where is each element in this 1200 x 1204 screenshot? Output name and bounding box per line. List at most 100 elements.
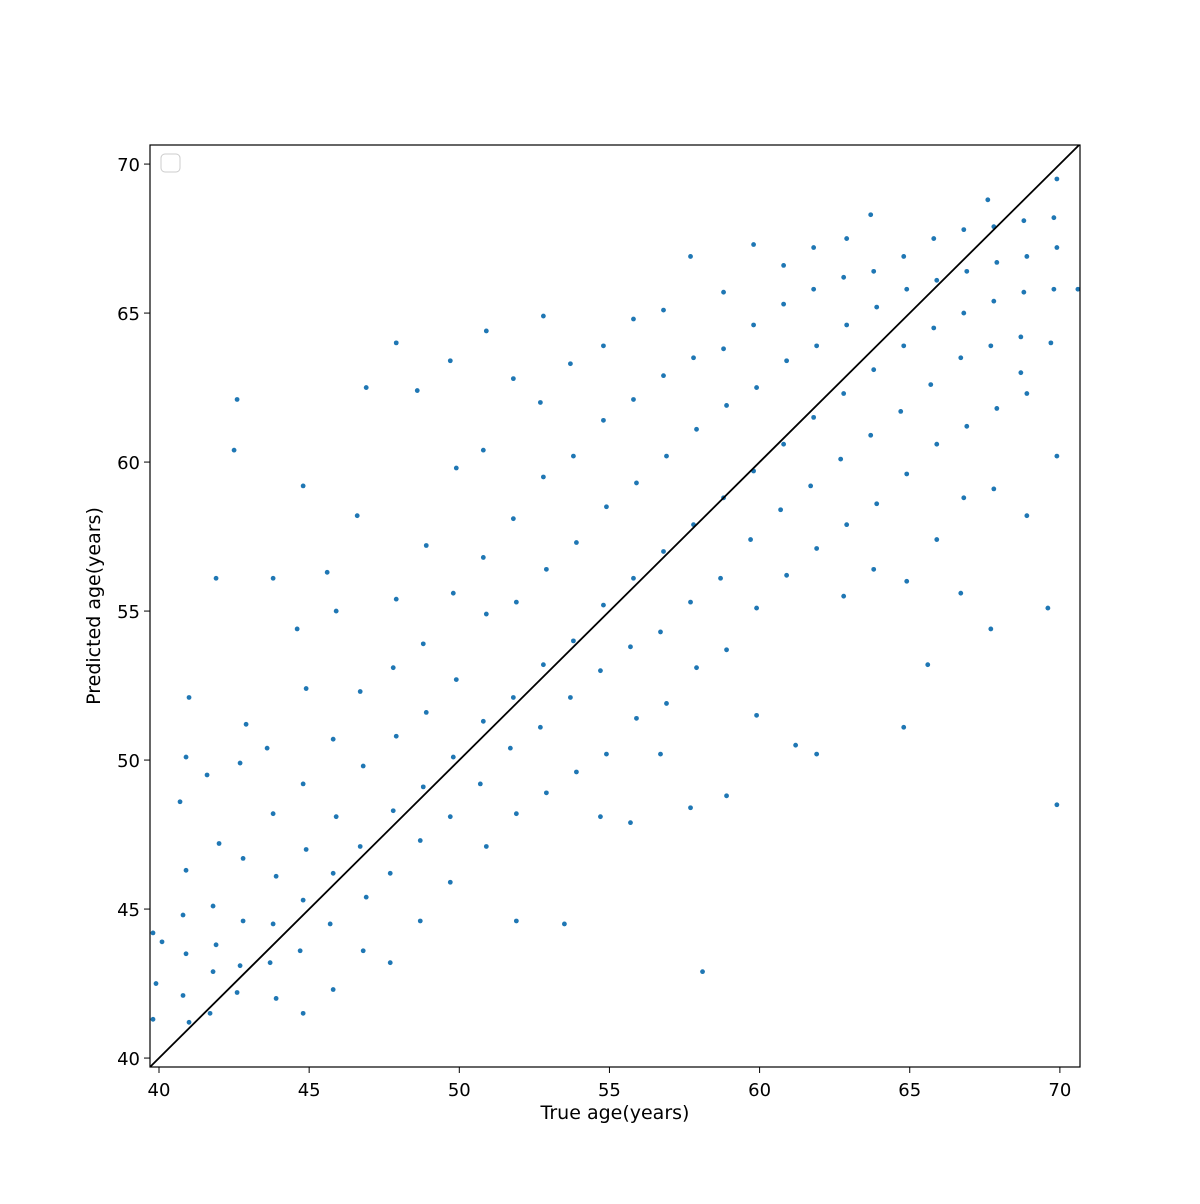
point xyxy=(994,260,1000,265)
point xyxy=(186,695,192,700)
point xyxy=(901,724,907,730)
point xyxy=(898,409,904,414)
y-tick-label: 65 xyxy=(117,304,140,325)
point xyxy=(270,575,276,581)
point xyxy=(814,343,820,349)
point xyxy=(688,599,693,605)
point xyxy=(213,575,219,581)
point xyxy=(781,262,787,268)
point xyxy=(691,355,696,361)
point xyxy=(297,948,303,954)
point xyxy=(414,388,420,393)
point xyxy=(751,242,756,247)
point xyxy=(1024,513,1030,519)
point xyxy=(450,590,456,596)
point xyxy=(754,385,759,390)
point xyxy=(360,763,366,769)
point xyxy=(871,367,877,373)
point xyxy=(513,599,519,605)
point xyxy=(1054,802,1060,808)
point xyxy=(417,838,423,843)
y-tick-label: 55 xyxy=(117,602,140,623)
point xyxy=(934,277,940,283)
point xyxy=(513,811,519,817)
point xyxy=(601,343,606,349)
point xyxy=(964,423,970,429)
point xyxy=(330,987,336,992)
point xyxy=(1054,245,1060,250)
point xyxy=(988,343,994,349)
point xyxy=(601,602,606,608)
point xyxy=(510,695,516,700)
point xyxy=(874,501,880,507)
x-tick-label: 45 xyxy=(298,1080,321,1101)
point xyxy=(1024,254,1030,259)
point xyxy=(961,227,967,233)
point xyxy=(808,483,814,489)
point xyxy=(357,844,363,849)
point xyxy=(961,310,967,316)
point xyxy=(871,566,877,572)
point xyxy=(844,522,850,528)
point xyxy=(571,638,576,644)
point xyxy=(420,784,426,790)
point xyxy=(754,712,759,718)
point xyxy=(754,605,759,611)
point xyxy=(571,453,576,459)
point xyxy=(934,441,940,447)
point xyxy=(540,662,546,668)
point xyxy=(871,268,877,274)
point xyxy=(159,939,165,945)
point xyxy=(844,322,850,328)
y-axis-label: Predicted age(years) xyxy=(83,507,105,705)
point xyxy=(1045,605,1051,611)
point xyxy=(387,960,393,966)
point xyxy=(988,626,994,632)
point xyxy=(925,662,931,668)
point xyxy=(270,811,276,817)
point xyxy=(844,236,850,241)
point xyxy=(568,695,573,700)
point xyxy=(781,301,787,307)
point xyxy=(423,543,429,548)
point xyxy=(931,236,937,241)
point xyxy=(324,569,330,575)
point xyxy=(537,400,543,405)
point xyxy=(480,555,486,560)
point xyxy=(1051,215,1057,221)
point xyxy=(721,346,726,352)
point xyxy=(964,268,970,274)
point xyxy=(811,245,817,250)
point xyxy=(811,414,817,420)
point xyxy=(273,873,279,879)
point xyxy=(393,733,399,739)
point xyxy=(1054,176,1060,182)
point xyxy=(327,921,333,927)
point xyxy=(841,391,847,396)
point xyxy=(814,751,820,757)
point xyxy=(634,480,639,486)
point xyxy=(294,626,300,632)
point xyxy=(243,721,249,727)
point xyxy=(661,373,666,379)
point xyxy=(537,724,543,730)
point xyxy=(420,641,426,647)
point xyxy=(210,969,216,975)
point xyxy=(177,799,183,805)
x-tick-label: 65 xyxy=(898,1080,921,1101)
point xyxy=(360,948,366,954)
point xyxy=(874,304,880,310)
point xyxy=(724,647,729,653)
point xyxy=(631,397,636,402)
point xyxy=(540,313,546,319)
point xyxy=(688,254,693,259)
point xyxy=(901,254,907,259)
plot-area xyxy=(150,145,1080,1067)
point xyxy=(273,996,279,1001)
point xyxy=(333,814,339,820)
y-tick-label: 70 xyxy=(117,155,140,176)
point xyxy=(838,456,844,462)
point xyxy=(574,540,579,545)
point xyxy=(480,718,486,724)
point xyxy=(237,760,243,766)
